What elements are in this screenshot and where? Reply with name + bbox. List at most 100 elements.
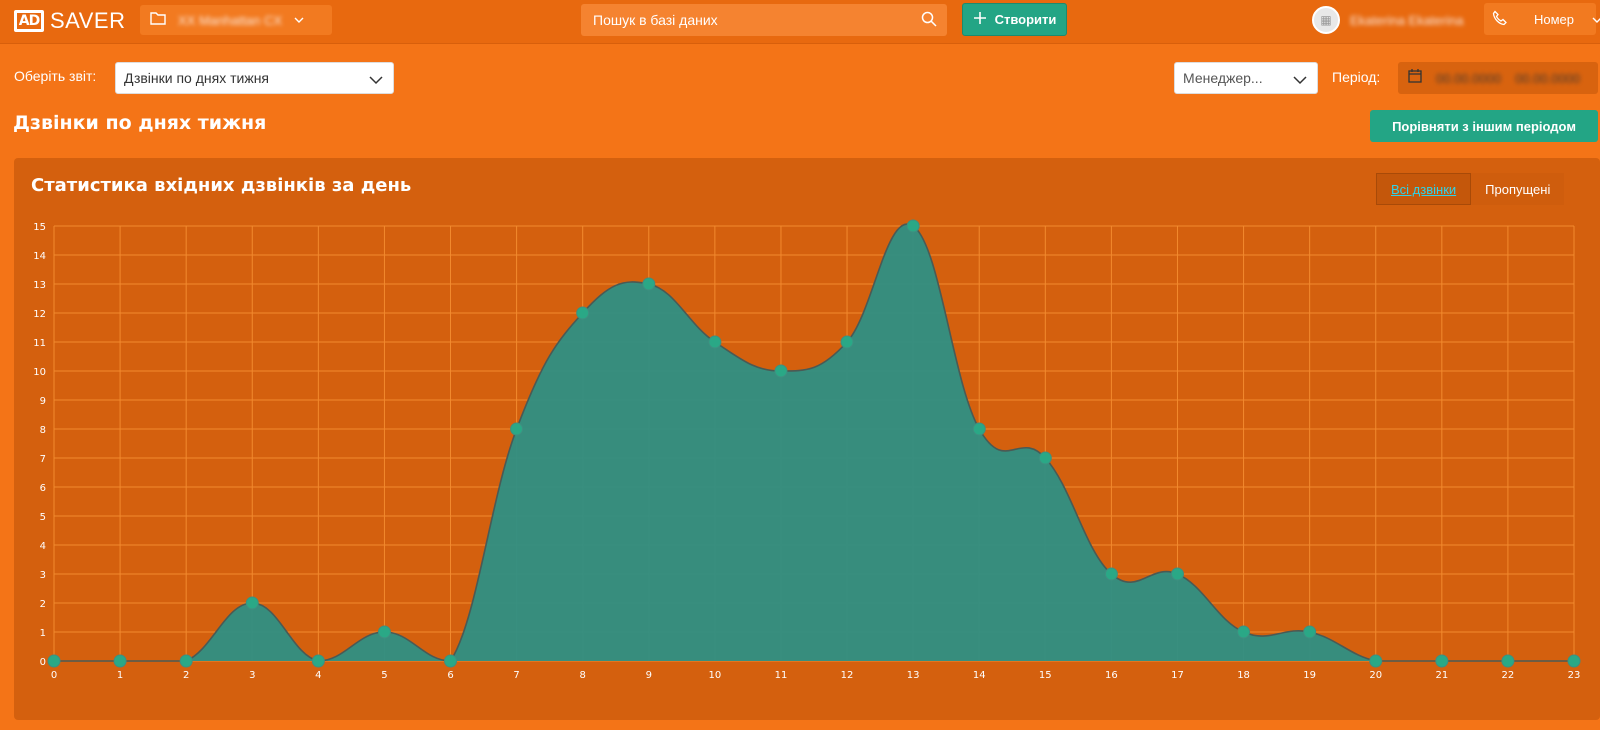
chevron-down-icon [1293, 72, 1307, 88]
data-point [642, 277, 656, 291]
create-label: Створити [994, 12, 1057, 27]
report-label: Оберіть звіт: [14, 68, 97, 84]
avatar: ▦ [1312, 6, 1340, 34]
data-point [1170, 567, 1184, 581]
data-point [1038, 451, 1052, 465]
project-select[interactable]: XX Manhattan CX [140, 5, 332, 35]
number-label: Номер [1534, 11, 1575, 27]
period-from: 00.00.0000 [1436, 70, 1502, 86]
chart-title: Статистика вхідних дзвінків за день [31, 175, 412, 196]
y-tick-label: 7 [40, 454, 46, 465]
data-point [840, 335, 854, 349]
project-name: XX Manhattan CX [178, 12, 283, 28]
create-button[interactable]: Створити [962, 3, 1067, 36]
series-area [54, 224, 1574, 661]
data-point [510, 422, 524, 436]
phone-icon [1492, 10, 1508, 29]
calendar-icon [1408, 68, 1422, 88]
period-to: 00.00.0000 [1515, 70, 1581, 86]
x-tick-label: 12 [841, 670, 854, 681]
chevron-down-icon [369, 72, 383, 88]
data-point [311, 654, 325, 668]
plus-icon [973, 11, 987, 28]
data-point [1104, 567, 1118, 581]
data-point [708, 335, 722, 349]
report-value: Дзвінки по днях тижня [124, 70, 270, 86]
y-tick-label: 12 [33, 309, 46, 320]
logo-text: SAVER [50, 8, 126, 33]
y-tick-label: 0 [40, 657, 46, 668]
data-point [444, 654, 458, 668]
y-tick-label: 11 [33, 338, 46, 349]
data-point [576, 306, 590, 320]
chart-panel: Статистика вхідних дзвінків за день Всі … [14, 158, 1600, 720]
x-tick-label: 17 [1171, 670, 1184, 681]
y-tick-label: 6 [40, 483, 46, 494]
chevron-down-icon [1592, 12, 1600, 27]
y-tick-label: 2 [40, 599, 46, 610]
y-tick-label: 5 [40, 512, 46, 523]
manager-select[interactable]: Менеджер... [1174, 62, 1318, 94]
tab-missed-calls[interactable]: Пропущені [1471, 173, 1565, 205]
logo-mark: AD [14, 10, 44, 32]
chevron-down-icon [294, 11, 304, 29]
x-tick-label: 18 [1237, 670, 1250, 681]
y-tick-label: 1 [40, 628, 46, 639]
search-input[interactable]: Пошук в базі даних [581, 4, 947, 36]
x-tick-label: 5 [381, 670, 387, 681]
data-point [774, 364, 788, 378]
y-tick-label: 3 [40, 570, 46, 581]
tab-all-calls[interactable]: Всі дзвінки [1376, 173, 1472, 205]
data-point [47, 654, 61, 668]
folder-icon [150, 11, 166, 30]
data-point [972, 422, 986, 436]
y-tick-label: 14 [33, 251, 46, 262]
x-tick-label: 22 [1502, 670, 1515, 681]
x-tick-label: 16 [1105, 670, 1118, 681]
x-tick-label: 0 [51, 670, 57, 681]
search-icon[interactable] [921, 11, 937, 30]
x-tick-label: 15 [1039, 670, 1052, 681]
x-tick-label: 3 [249, 670, 255, 681]
data-point [1369, 654, 1383, 668]
x-tick-label: 8 [580, 670, 586, 681]
x-tick-label: 19 [1303, 670, 1316, 681]
data-point [1435, 654, 1449, 668]
user-menu[interactable]: ▦ Ekaterina Ekaterina [1312, 4, 1463, 36]
data-point [1567, 654, 1581, 668]
x-tick-label: 20 [1369, 670, 1382, 681]
data-point [1501, 654, 1515, 668]
x-tick-label: 14 [973, 670, 986, 681]
call-type-toggle: Всі дзвінки Пропущені [1376, 173, 1565, 205]
y-tick-label: 4 [40, 541, 46, 552]
top-bar: AD SAVER XX Manhattan CX Пошук в базі да… [0, 0, 1600, 44]
x-tick-label: 2 [183, 670, 189, 681]
period-label: Період: [1332, 69, 1381, 85]
data-point [113, 654, 127, 668]
report-select[interactable]: Дзвінки по днях тижня [115, 62, 394, 94]
x-tick-label: 11 [775, 670, 788, 681]
data-point [377, 625, 391, 639]
y-tick-label: 13 [33, 280, 46, 291]
manager-value: Менеджер... [1183, 70, 1263, 86]
period-picker[interactable]: 00.00.0000 00.00.0000 [1398, 62, 1598, 94]
search-placeholder: Пошук в базі даних [593, 12, 718, 28]
data-point [1237, 625, 1251, 639]
x-tick-label: 23 [1568, 670, 1581, 681]
data-point [1303, 625, 1317, 639]
x-tick-label: 4 [315, 670, 321, 681]
y-tick-label: 15 [33, 222, 46, 233]
number-select[interactable]: Номер [1484, 3, 1600, 35]
x-tick-label: 10 [709, 670, 722, 681]
x-tick-label: 9 [646, 670, 652, 681]
x-tick-label: 6 [447, 670, 453, 681]
logo[interactable]: AD SAVER [14, 6, 125, 36]
compare-period-button[interactable]: Порівняти з іншим періодом [1370, 110, 1598, 142]
y-tick-label: 9 [40, 396, 46, 407]
x-tick-label: 1 [117, 670, 123, 681]
y-tick-label: 10 [33, 367, 46, 378]
page-title: Дзвінки по днях тижня [13, 112, 267, 134]
x-tick-label: 13 [907, 670, 920, 681]
x-tick-label: 7 [513, 670, 519, 681]
